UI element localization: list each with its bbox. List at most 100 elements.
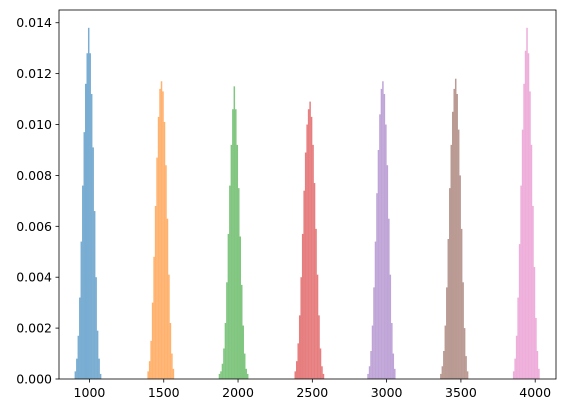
x-tick-label: 3500: [445, 385, 477, 400]
histogram-bar: [297, 343, 299, 379]
histogram-bar: [526, 27, 528, 380]
histogram-bar: [382, 81, 384, 379]
histogram-bar: [98, 358, 100, 379]
histogram-bar: [370, 351, 372, 379]
histogram-bar: [368, 366, 371, 379]
histogram-bar: [301, 233, 304, 379]
histogram-bar: [99, 373, 102, 379]
histogram-bar: [246, 373, 249, 379]
histogram-bar: [93, 211, 96, 379]
histogram-bar: [226, 282, 228, 379]
histogram-bar: [527, 53, 530, 379]
histogram-bar: [462, 282, 464, 379]
histogram-series-2: [147, 81, 175, 380]
histogram-bar: [218, 373, 221, 379]
histogram-bar: [221, 363, 224, 379]
histogram-bar: [86, 53, 88, 379]
histogram-bar: [148, 361, 151, 379]
histogram-bar: [230, 144, 233, 379]
histogram-bar: [459, 175, 461, 379]
histogram-bar: [310, 116, 313, 379]
histogram-bar: [83, 132, 86, 379]
histogram-bar: [166, 218, 169, 379]
histogram-series-7: [512, 27, 540, 380]
y-tick-label: 0.008: [16, 168, 52, 183]
x-tick-label: 2500: [296, 385, 328, 400]
histogram-bar: [313, 183, 316, 379]
histogram-bar: [530, 144, 533, 379]
histogram-bar: [163, 121, 166, 379]
histogram-bar: [321, 366, 323, 379]
histogram-bar: [154, 205, 157, 379]
histogram-bar: [159, 88, 161, 379]
histogram-bar: [371, 325, 374, 379]
histogram-bar: [514, 358, 516, 379]
histogram-bar: [242, 325, 244, 379]
histogram-bar: [389, 274, 392, 379]
histogram-bar: [450, 144, 452, 379]
histogram-bar: [385, 124, 387, 380]
histogram-bar: [74, 371, 77, 379]
histogram-bar: [466, 371, 469, 379]
histogram-bar: [147, 371, 149, 379]
histogram-bar: [380, 88, 383, 379]
histogram-bar: [150, 340, 152, 379]
histogram-bar: [303, 190, 305, 379]
histogram-bar: [172, 368, 175, 379]
histogram-bar: [95, 277, 97, 379]
x-tick-label: 3000: [371, 385, 403, 400]
histogram-bar: [243, 353, 246, 379]
histogram-bar: [241, 284, 243, 379]
histogram-bar: [457, 129, 460, 379]
histogram-bar: [294, 371, 296, 379]
histogram-bar: [162, 91, 164, 380]
histogram-bar: [374, 241, 377, 379]
histogram-bar: [512, 371, 515, 379]
histogram-bar: [523, 83, 525, 380]
histogram-bar: [151, 302, 154, 379]
histogram-bar: [456, 93, 458, 379]
histogram-bar: [307, 109, 310, 379]
histogram-bar: [77, 335, 80, 379]
histogram-bar: [229, 185, 231, 379]
histogram-bar: [304, 152, 307, 379]
histogram-bar: [447, 239, 450, 379]
histogram-bar: [391, 323, 393, 379]
histogram-bar: [224, 323, 227, 379]
histogram-bar: [245, 368, 247, 379]
histogram-bar: [377, 149, 380, 379]
histogram-bar: [440, 373, 442, 379]
y-tick-label: 0.004: [16, 270, 52, 285]
histogram-bar: [441, 366, 444, 379]
y-tick-label: 0.012: [16, 66, 52, 81]
histogram-bar: [171, 353, 173, 379]
histogram-bar: [316, 274, 319, 379]
y-tick-label: 0.014: [16, 15, 52, 30]
histogram-bar: [312, 144, 314, 379]
histogram-bar: [515, 335, 518, 379]
histogram-bar: [309, 101, 311, 380]
histogram-bar: [239, 236, 242, 379]
histogram-bar: [92, 147, 94, 379]
y-tick-label: 0.006: [16, 219, 52, 234]
axes-layer: 1000 1500 2000 2500 3000 3500 4000 0.000 0.002 0.…: [16, 9, 557, 400]
histogram-series-3: [218, 86, 249, 379]
histogram-bar: [233, 86, 236, 379]
histogram-bar: [82, 185, 84, 379]
histogram-bar: [238, 188, 240, 379]
histogram-bar: [315, 228, 317, 379]
histogram-bar: [446, 287, 448, 379]
histogram-series-4: [294, 101, 325, 380]
histogram-bar: [518, 244, 521, 379]
x-tick-label: 4000: [519, 385, 551, 400]
axes-frame: [58, 9, 557, 380]
histogram-bar: [157, 116, 160, 379]
histogram-bar: [388, 218, 390, 379]
histogram-bar: [443, 351, 445, 379]
histogram-bar: [89, 53, 91, 379]
histogram-bar: [76, 358, 78, 379]
x-tick-label: 2000: [222, 385, 254, 400]
histogram-bar: [319, 348, 322, 379]
histogram-bar: [517, 297, 519, 379]
